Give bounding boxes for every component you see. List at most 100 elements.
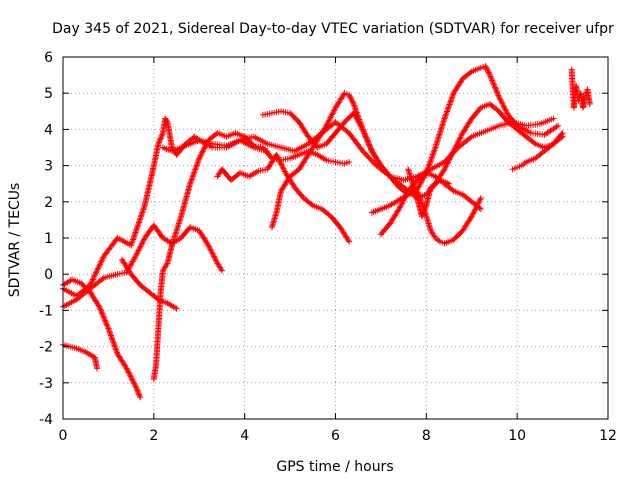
data-point	[467, 134, 474, 141]
data-point	[502, 107, 509, 114]
data-point	[101, 315, 108, 322]
data-point	[98, 307, 105, 314]
data-point	[445, 105, 452, 112]
data-point	[477, 196, 484, 203]
data-point	[360, 127, 367, 134]
data-point	[477, 206, 484, 213]
data-point	[107, 332, 114, 339]
data-point	[431, 147, 438, 154]
data-point	[396, 206, 403, 213]
data-point	[550, 115, 557, 122]
series-arc-g	[214, 151, 353, 245]
data-point	[497, 96, 504, 103]
data-point	[131, 254, 138, 261]
data-point	[470, 209, 477, 216]
x-tick-label: 2	[149, 428, 158, 444]
data-point	[447, 98, 454, 105]
data-point	[188, 176, 195, 183]
data-point	[191, 168, 198, 175]
data-point	[349, 98, 356, 105]
data-point	[442, 163, 449, 170]
data-point	[201, 145, 208, 152]
data-point	[124, 366, 131, 373]
y-tick-label: 0	[44, 267, 53, 283]
data-point	[99, 310, 106, 317]
grid	[63, 57, 608, 419]
data-point	[446, 101, 453, 108]
data-point	[132, 383, 139, 390]
data-point	[98, 257, 105, 264]
data-point	[133, 384, 140, 391]
data-point	[205, 242, 212, 249]
data-point	[365, 141, 372, 148]
data-point	[211, 254, 218, 261]
y-tick-label: 6	[44, 50, 53, 66]
data-point	[208, 247, 215, 254]
data-point	[325, 118, 332, 125]
data-point	[94, 365, 101, 372]
data-point	[155, 140, 162, 147]
data-point	[155, 139, 162, 146]
data-point	[210, 251, 217, 258]
data-point	[131, 380, 138, 387]
data-point	[496, 95, 503, 102]
data-point	[327, 114, 334, 121]
data-point	[96, 305, 103, 312]
data-point	[107, 331, 114, 338]
data-point	[446, 102, 453, 109]
data-point	[127, 373, 134, 380]
data-point	[109, 336, 116, 343]
series-arc-c	[60, 222, 225, 310]
x-axis-label: GPS time / hours	[276, 459, 393, 475]
data-point	[326, 115, 333, 122]
data-point	[90, 275, 97, 282]
y-tick-label: -4	[39, 412, 53, 428]
data-point	[492, 84, 499, 91]
data-point	[218, 266, 225, 273]
data-point	[104, 324, 111, 331]
data-point	[173, 305, 180, 312]
y-tick-label: 2	[44, 195, 53, 211]
data-point	[482, 63, 489, 70]
data-point	[192, 165, 199, 172]
data-point	[134, 250, 141, 257]
data-point	[212, 256, 219, 263]
data-point	[498, 97, 505, 104]
data-point	[199, 148, 206, 155]
y-axis-label: SDTVAR / TECUs	[7, 183, 23, 298]
data-point	[195, 156, 202, 163]
data-point	[449, 186, 456, 193]
data-point	[430, 150, 437, 157]
data-point	[401, 194, 408, 201]
data-point	[396, 204, 403, 211]
data-point	[110, 340, 117, 347]
data-point	[98, 258, 105, 265]
data-point	[324, 119, 331, 126]
data-point	[199, 149, 206, 156]
data-point	[196, 155, 203, 162]
data-point	[330, 108, 337, 115]
data-point	[308, 201, 315, 208]
data-point	[213, 257, 220, 264]
data-point	[108, 335, 115, 342]
data-point	[360, 129, 367, 136]
x-tick-label: 12	[599, 428, 617, 444]
data-point	[352, 105, 359, 112]
data-point	[329, 111, 336, 118]
y-tick-label: 1	[44, 231, 53, 247]
data-point	[456, 135, 463, 142]
data-point	[190, 172, 197, 179]
y-tick-label: -3	[39, 376, 53, 392]
data-point	[422, 203, 429, 210]
data-point	[430, 148, 437, 155]
data-point	[208, 249, 215, 256]
data-point	[279, 162, 286, 169]
data-point	[350, 99, 357, 106]
data-point	[96, 303, 103, 310]
data-point	[89, 277, 96, 284]
data-point	[398, 200, 405, 207]
data-point	[326, 117, 333, 124]
data-point	[418, 213, 425, 220]
data-point	[103, 320, 110, 327]
data-point	[97, 306, 104, 313]
